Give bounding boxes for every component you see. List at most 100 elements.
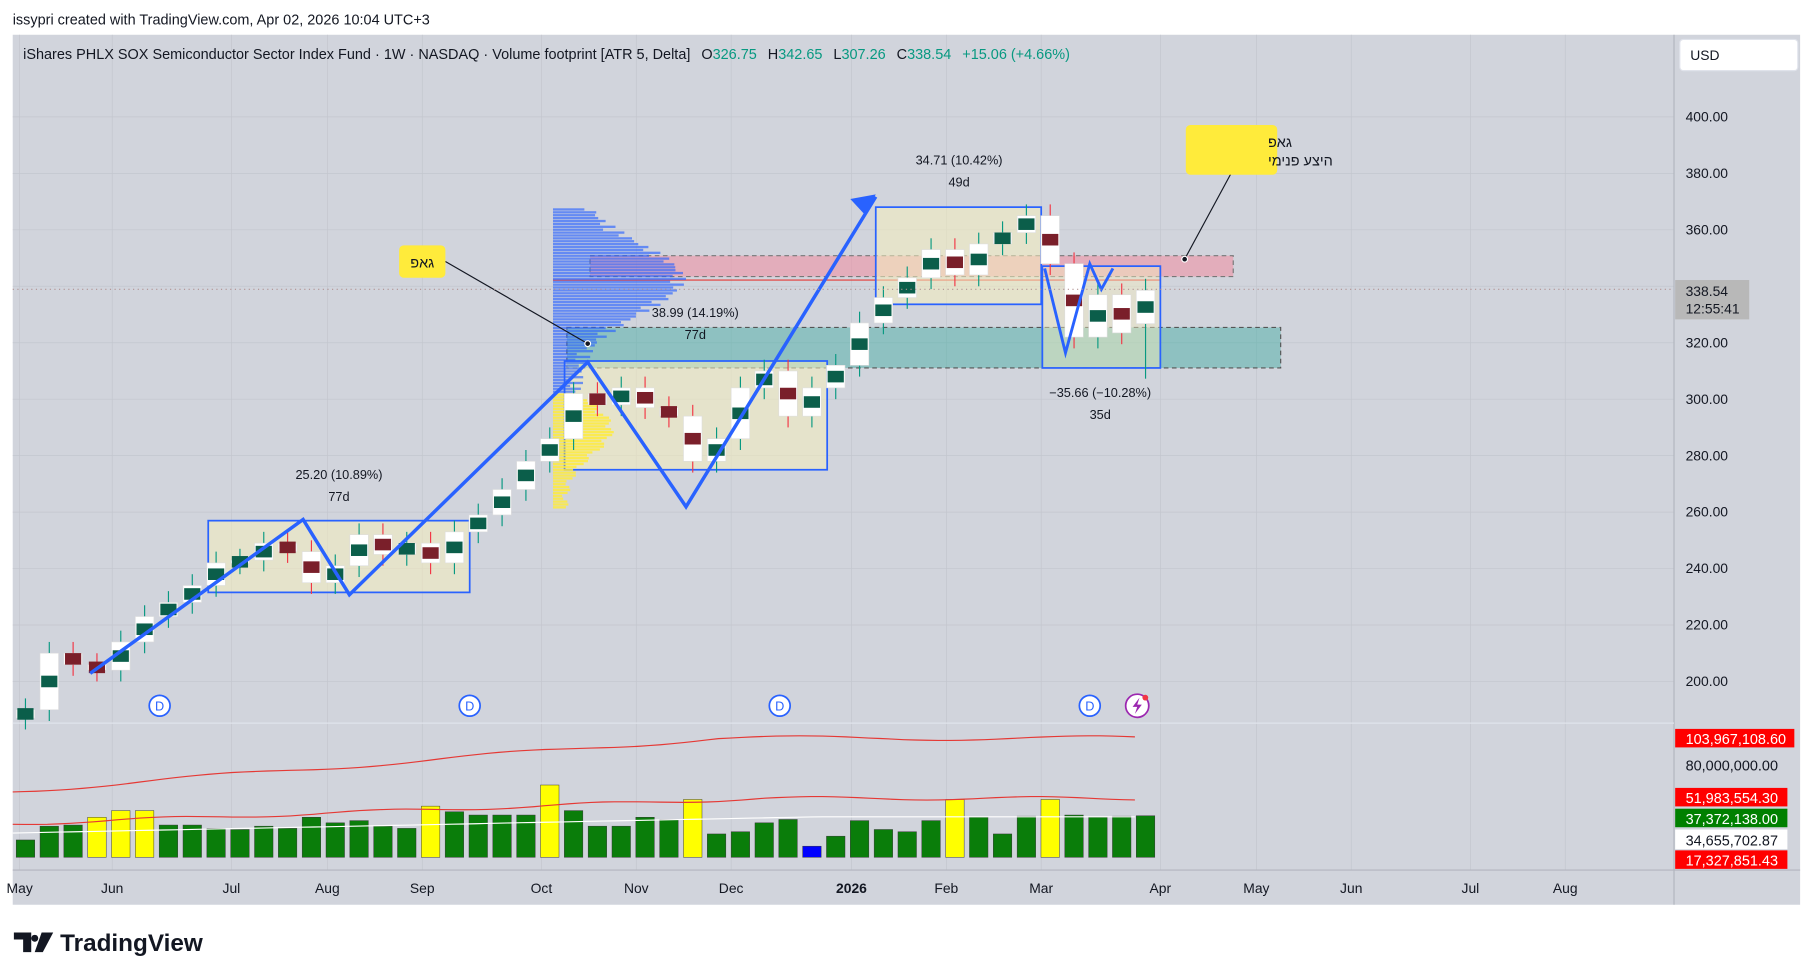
candle[interactable] [826,354,846,400]
volume-profile-row [552,323,624,327]
candle[interactable] [802,376,822,428]
volume-profile-row [552,263,675,266]
candle[interactable] [444,520,464,575]
volume-bar [182,824,202,858]
candle[interactable] [969,232,989,287]
candle[interactable] [659,396,679,428]
candle[interactable] [587,382,607,417]
footprint-cell [422,547,439,559]
volume-profile-row [552,271,683,275]
footprint-cell [1042,233,1059,246]
volume-ma-lower-line [12,795,1135,826]
volume-profile [552,208,686,509]
callout-gap[interactable]: גאפ [399,245,446,278]
time-tick: Jun [1340,880,1362,896]
volume-bar [444,811,464,858]
candle[interactable] [421,531,441,575]
candle[interactable] [1112,283,1132,345]
earnings-marker[interactable] [1124,693,1150,719]
candle[interactable] [349,523,369,578]
volume-bar [349,820,369,858]
currency-button[interactable]: USD [1679,38,1799,72]
candle[interactable] [921,238,941,290]
zigzag-drawing[interactable] [89,195,878,675]
chart-background [12,34,1801,905]
volume-profile-row [552,491,568,495]
volume-bar [1040,799,1060,858]
candle[interactable] [540,427,560,473]
candle[interactable] [897,266,917,309]
candle[interactable] [39,641,59,721]
callout-anchor-1[interactable] [584,340,592,348]
candle[interactable] [1064,252,1084,349]
footprint-cell [208,568,225,580]
candle[interactable] [1088,283,1108,349]
volume-profile-row [552,286,674,289]
candle[interactable] [778,359,798,428]
candle[interactable] [1136,278,1156,379]
candle[interactable] [468,503,488,544]
candle[interactable] [15,698,35,730]
volume-profile-row [552,228,604,231]
candle[interactable] [254,531,274,572]
volume-axis[interactable]: 103,967,108.60 80,000,000.00 51,983,554.… [1675,728,1795,870]
candle[interactable] [683,404,703,473]
volume-bar [254,825,274,858]
candle[interactable] [564,382,584,450]
candle[interactable] [730,376,750,450]
volume-bar [373,825,393,858]
dividend-marker[interactable]: D [458,694,481,718]
candle[interactable] [635,376,655,419]
time-tick: Aug [315,880,340,896]
candle[interactable] [373,523,393,566]
volume-profile-row [552,338,597,341]
footprint-cell [184,588,201,600]
volume-profile-row [552,234,619,237]
volume-profile-row [552,373,575,376]
dividend-marker[interactable]: D [148,694,171,718]
candle[interactable] [301,540,321,594]
volume-profile-row [552,488,571,492]
volume-bar [325,822,345,858]
candle[interactable] [993,221,1013,256]
volume-profile-row [552,448,600,451]
candle[interactable] [1016,204,1036,244]
dividend-marker[interactable]: D [768,694,792,718]
volume-ma-upper-label: 103,967,108.60 [1686,732,1786,748]
volume-profile-row [552,211,597,214]
callout-gap-supply[interactable]: גאפ היצע פנימי [1185,125,1333,175]
candle[interactable] [278,531,298,563]
high-label: H [768,47,778,63]
candle[interactable] [1040,204,1060,275]
volume-profile-row [552,297,669,301]
candle[interactable] [63,641,83,676]
time-tick: Jul [1462,880,1480,896]
volume-profile-row [552,347,587,350]
volume-profile-row [552,222,601,226]
dividend-marker[interactable]: D [1078,694,1102,718]
footprint-cell [1137,301,1154,313]
zigzag-drawing-2[interactable] [1043,259,1115,359]
callout-anchor-2[interactable] [1181,255,1189,263]
volume-bar [683,799,703,858]
candle[interactable] [707,427,727,473]
volume-profile-row [552,445,604,448]
candle[interactable] [873,286,893,335]
candle[interactable] [516,449,536,501]
volume-profile-row [552,471,576,474]
footprint-cell [899,281,916,294]
volume-profile-row [552,295,666,298]
volume-profile-row [552,442,605,445]
candle[interactable] [492,478,512,527]
volume-bar [15,839,35,858]
footprint-cell [708,444,725,456]
candle[interactable] [850,311,870,377]
price-axis[interactable]: 400.00 380.00 360.00 320.00 300.00 280.00 260.… [1686,109,1729,690]
last-price-label: 338.54 12:55:41 [1675,280,1750,320]
time-axis[interactable]: May Jun Jul Aug Sep Oct Nov Dec 2026 Feb Mar Apr May… [7,880,1578,896]
tradingview-logo[interactable]: TradingView [13,930,203,957]
volume-bar [158,824,178,858]
candle[interactable] [945,238,965,287]
footprint-cell [255,545,272,558]
